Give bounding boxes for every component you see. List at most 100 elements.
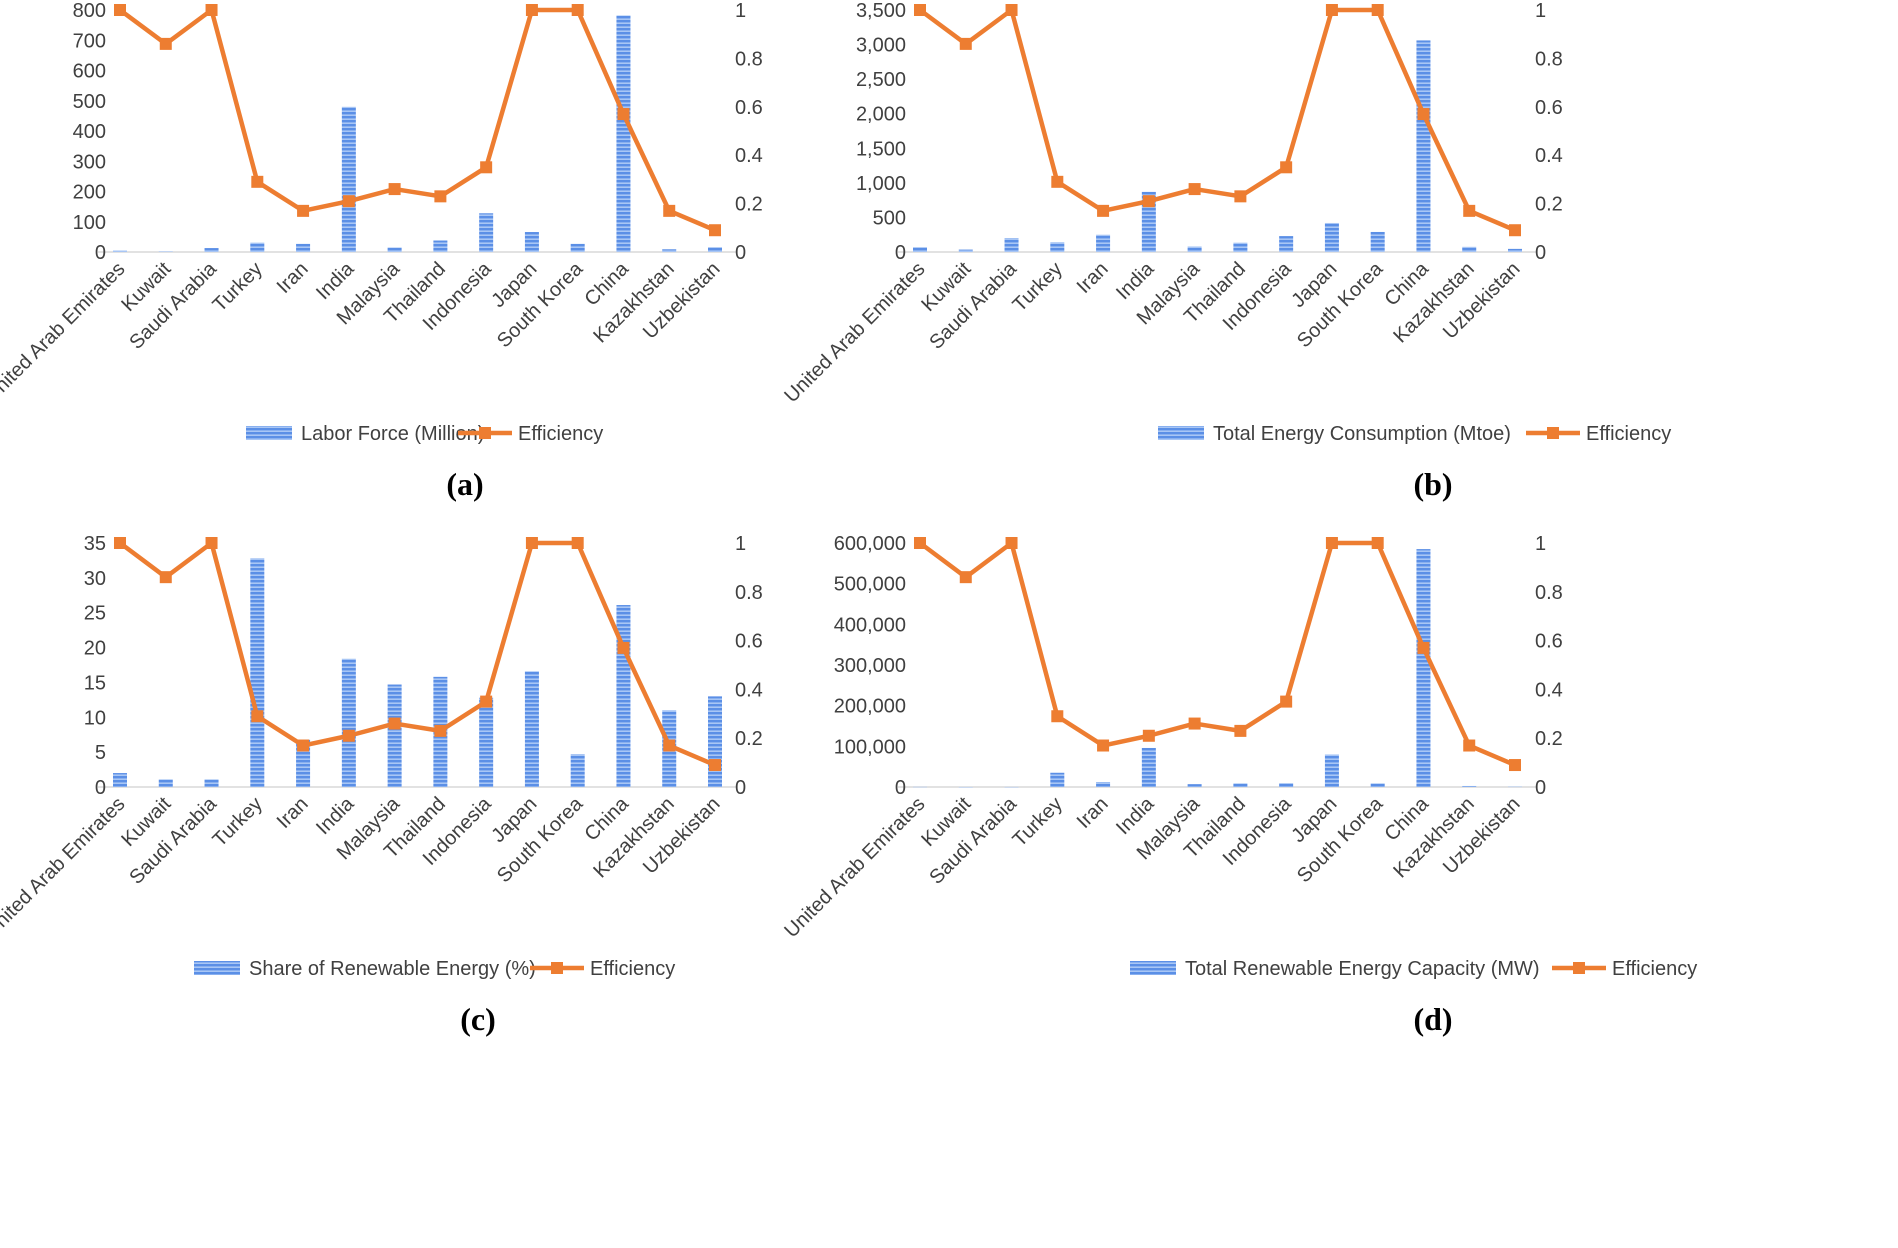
efficiency-line: [118, 540, 716, 768]
legend-bar-swatch: [194, 961, 240, 975]
bar-indonesia: [1279, 236, 1294, 252]
y-right-tick-label: 0.8: [735, 48, 763, 70]
y-left-tick-label: 300,000: [834, 655, 906, 677]
efficiency-marker-kuwait: [159, 37, 172, 50]
efficiency-marker-turkey: [1051, 175, 1064, 188]
y-right-tick-label: 0.4: [1535, 679, 1563, 701]
bar-united-arab-emirates: [113, 250, 127, 252]
efficiency-marker-south-korea: [1371, 4, 1384, 16]
y-left-tick-label: 100,000: [834, 736, 906, 758]
category-label-united-arab-emirates: United Arab Emirates: [0, 793, 130, 942]
legend-bar-swatch: [1130, 961, 1176, 975]
bar-china: [1416, 40, 1431, 253]
bar-thailand: [433, 240, 448, 252]
efficiency-marker-turkey: [251, 710, 264, 723]
y-left-tick-label: 15: [84, 672, 106, 694]
y-right-tick-label: 0.6: [735, 97, 763, 119]
bar-japan: [524, 232, 539, 252]
efficiency-marker-china: [1417, 641, 1430, 654]
y-left-tick-label: 0: [895, 777, 906, 799]
bar-indonesia: [479, 697, 494, 787]
efficiency-marker-saudi-arabia: [1005, 537, 1018, 549]
bar-uzbekistan: [1508, 248, 1522, 252]
y-right-tick-label: 0.8: [735, 582, 763, 604]
efficiency-marker-iran: [1097, 204, 1110, 217]
bar-saudi-arabia: [204, 779, 219, 787]
bar-south-korea: [570, 754, 585, 787]
y-right-tick-label: 1: [735, 0, 746, 22]
legend-bar-swatch: [246, 426, 292, 440]
efficiency-marker-united-arab-emirates: [114, 4, 126, 16]
y-left-tick-label: 2,500: [856, 69, 906, 91]
efficiency-marker-india: [342, 729, 355, 742]
y-left-tick-label: 0: [895, 242, 906, 264]
y-left-tick-label: 600,000: [834, 533, 906, 555]
y-left-tick-label: 3,000: [856, 35, 906, 57]
bar-saudi-arabia: [1004, 238, 1019, 252]
legend: Share of Renewable Energy (%) Efficiency: [194, 958, 675, 980]
bar-japan: [1324, 754, 1339, 787]
y-left-tick-label: 1,000: [856, 173, 906, 195]
bar-south-korea: [570, 243, 585, 252]
legend-line-marker: [1547, 427, 1559, 439]
bar-japan: [1324, 222, 1339, 252]
legend: Total Energy Consumption (Mtoe) Efficienc…: [1158, 423, 1671, 445]
bar-kuwait: [958, 786, 973, 788]
y-left-tick-label: 0: [95, 242, 106, 264]
legend-line-marker: [551, 962, 563, 974]
y-right-tick-label: 0.2: [1535, 194, 1563, 216]
legend-bar-label: Share of Renewable Energy (%): [249, 958, 536, 980]
y-left-tick-label: 30: [84, 568, 106, 590]
bar-malaysia: [1187, 784, 1202, 787]
bar-malaysia: [387, 684, 402, 787]
y-right-tick-label: 0: [735, 242, 746, 264]
y-left-tick-label: 300: [73, 151, 106, 173]
bar-iran: [1096, 782, 1111, 787]
y-right-tick-label: 0.2: [735, 728, 763, 750]
y-left-tick-label: 700: [73, 30, 106, 52]
efficiency-marker-india: [1142, 195, 1155, 208]
bar-turkey: [250, 558, 265, 787]
efficiency-marker-kazakhstan: [663, 204, 676, 217]
bar-iran: [296, 243, 311, 252]
efficiency-line: [918, 7, 1516, 233]
bar-uzbekistan: [1508, 786, 1522, 788]
y-left-tick-label: 5: [95, 742, 106, 764]
efficiency-marker-kazakhstan: [1463, 739, 1476, 752]
bar-india: [1141, 747, 1156, 787]
efficiency-marker-thailand: [434, 190, 447, 203]
efficiency-marker-china: [617, 641, 630, 654]
category-label-iran: Iran: [1073, 793, 1113, 833]
efficiency-marker-iran: [1097, 739, 1110, 752]
legend-bar-label: Total Renewable Energy Capacity (MW): [1185, 958, 1540, 980]
category-label-united-arab-emirates: United Arab Emirates: [0, 258, 130, 407]
y-right-tick-label: 0.6: [1535, 631, 1563, 653]
efficiency-marker-united-arab-emirates: [914, 537, 926, 549]
panel-label: (c): [460, 1001, 496, 1037]
bar-saudi-arabia: [1004, 786, 1019, 788]
category-label-turkey: Turkey: [1009, 793, 1067, 851]
bar-kazakhstan: [662, 249, 677, 252]
bar-kuwait: [958, 249, 973, 252]
bar-united-arab-emirates: [913, 786, 927, 788]
bar-kazakhstan: [1462, 246, 1477, 252]
bar-uzbekistan: [708, 696, 722, 787]
legend-bar-swatch: [1158, 426, 1204, 440]
bar-iran: [1096, 234, 1111, 252]
efficiency-marker-united-arab-emirates: [114, 537, 126, 549]
category-label-united-arab-emirates: United Arab Emirates: [780, 258, 929, 407]
efficiency-line: [118, 7, 716, 233]
efficiency-marker-thailand: [1234, 190, 1247, 203]
bar-kazakhstan: [1462, 785, 1477, 787]
category-label-iran: Iran: [273, 793, 313, 833]
y-left-tick-label: 400,000: [834, 614, 906, 636]
y-left-tick-label: 600: [73, 61, 106, 83]
efficiency-marker-uzbekistan: [1509, 224, 1521, 237]
y-right-tick-label: 0.6: [735, 631, 763, 653]
y-left-tick-label: 35: [84, 533, 106, 555]
legend-line-marker: [1573, 962, 1585, 974]
efficiency-marker-south-korea: [571, 537, 584, 549]
y-left-tick-label: 2,000: [856, 104, 906, 126]
efficiency-marker-india: [342, 195, 355, 208]
